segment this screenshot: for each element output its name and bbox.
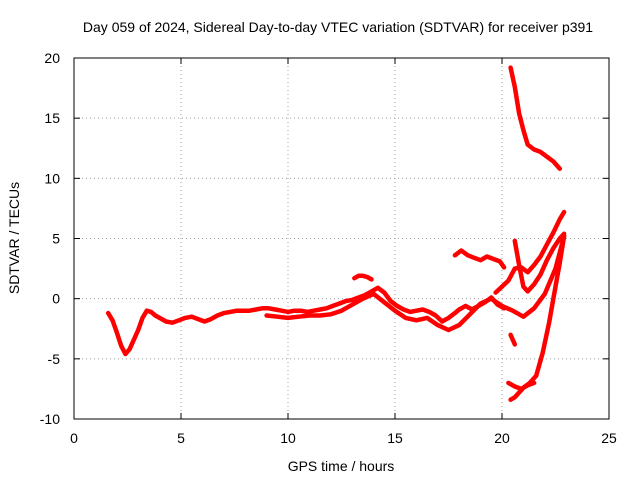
series-line-3 (352, 273, 374, 282)
y-tick-label: 15 (44, 110, 60, 126)
y-tick-label: 5 (52, 231, 60, 247)
series-line-4 (452, 248, 507, 270)
series-line-7 (508, 233, 567, 402)
series-line-6 (512, 231, 567, 294)
y-tick-label: -10 (40, 411, 60, 427)
series-line-5 (493, 209, 567, 295)
y-axis-label: SDTVAR / TECUs (6, 182, 22, 294)
series-line-8 (506, 380, 537, 392)
series-group (105, 65, 567, 402)
x-tick-label: 15 (387, 430, 403, 446)
y-tick-label: 20 (44, 50, 60, 66)
grid (74, 58, 609, 419)
series-line-2 (264, 233, 567, 333)
series-line-1 (105, 285, 507, 357)
x-tick-label: 0 (70, 430, 78, 446)
x-tick-label: 25 (601, 430, 617, 446)
x-axis-label: GPS time / hours (288, 458, 395, 474)
axis-ticks: 0 5 10 15 20 25 -10 -5 0 5 10 15 20 (40, 50, 617, 446)
chart-title: Day 059 of 2024, Sidereal Day-to-day VTE… (83, 19, 593, 35)
y-tick-label: 0 (52, 291, 60, 307)
series-line-9 (508, 332, 518, 347)
x-tick-label: 10 (280, 430, 296, 446)
x-tick-label: 5 (177, 430, 185, 446)
x-tick-label: 20 (494, 430, 510, 446)
y-tick-label: 10 (44, 170, 60, 186)
series-line-10 (508, 65, 563, 171)
y-tick-label: -5 (48, 351, 61, 367)
